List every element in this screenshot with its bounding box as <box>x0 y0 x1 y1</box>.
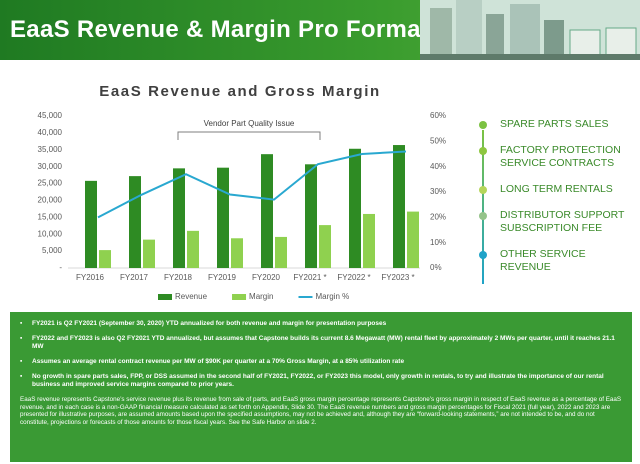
list-label: OTHER SERVICE REVENUE <box>500 248 586 273</box>
list-dot <box>479 147 487 155</box>
bar <box>143 239 155 268</box>
x-tick-label: FY2019 <box>208 273 237 282</box>
slide-title: EaaS Revenue & Margin Pro Forma <box>10 16 421 43</box>
bar <box>407 211 419 268</box>
line-series <box>97 150 407 219</box>
y-tick-label: 20,000 <box>38 196 63 205</box>
bar <box>261 154 273 268</box>
list-dot <box>479 121 487 129</box>
x-tick-label: FY2022 * <box>337 273 370 282</box>
y-tick-label: 5,000 <box>42 246 63 255</box>
list-label: LONG TERM RENTALS <box>500 183 613 195</box>
legend-label: Revenue <box>175 292 208 301</box>
y2-tick-label: 50% <box>430 136 446 145</box>
note-bullet: FY2021 is Q2 FY2021 (September 30, 2020)… <box>20 320 622 328</box>
notes-box: FY2021 is Q2 FY2021 (September 30, 2020)… <box>10 312 632 462</box>
x-tick-label: FY2016 <box>76 273 105 282</box>
legend-label: Margin % <box>315 292 349 301</box>
legend-label: Margin <box>249 292 273 301</box>
y2-tick-label: 40% <box>430 162 446 171</box>
y2-tick-label: 0% <box>430 263 442 272</box>
list-dot <box>479 251 487 259</box>
footnote: EaaS revenue represents Capstone’s servi… <box>20 396 622 426</box>
y-tick-label: 25,000 <box>38 179 63 188</box>
header-image <box>420 0 640 60</box>
bar <box>349 148 361 268</box>
note-bullet: No growth in spare parts sales, FPP, or … <box>20 373 622 389</box>
x-tick-label: FY2021 * <box>293 273 326 282</box>
bar <box>319 225 331 268</box>
x-tick-label: FY2023 * <box>381 273 414 282</box>
bar <box>393 145 405 268</box>
list-label: FACTORY PROTECTION SERVICE CONTRACTS <box>500 144 621 169</box>
list-item: FACTORY PROTECTION SERVICE CONTRACTS <box>478 144 628 170</box>
y-tick-label: 10,000 <box>38 229 63 238</box>
header-banner: EaaS Revenue & Margin Pro Forma <box>0 0 640 60</box>
chart: EaaS Revenue and Gross Margin - 5,000 10,0… <box>38 83 446 301</box>
annotation-text: Vendor Part Quality Issue <box>204 119 295 128</box>
y-tick-label: 40,000 <box>38 128 63 137</box>
x-tick-label: FY2017 <box>120 273 149 282</box>
annotation-bracket <box>177 131 321 140</box>
bar <box>99 250 111 268</box>
list-label: DISTRIBUTOR SUPPORT SUBSCRIPTION FEE <box>500 209 625 234</box>
y-tick-label: 35,000 <box>38 145 63 154</box>
list-connector <box>482 130 484 284</box>
list-item: OTHER SERVICE REVENUE <box>478 248 628 274</box>
y-tick-label: 45,000 <box>38 111 63 120</box>
list-item: DISTRIBUTOR SUPPORT SUBSCRIPTION FEE <box>478 209 628 235</box>
list-dot <box>479 186 487 194</box>
bar <box>129 176 141 268</box>
chart-title: EaaS Revenue and Gross Margin <box>99 83 380 100</box>
y2-tick-label: 10% <box>430 238 446 247</box>
y-tick-label: 15,000 <box>38 212 63 221</box>
legend-marker <box>158 294 172 300</box>
note-bullet: FY2022 and FY2023 is also Q2 FY2021 YTD … <box>20 335 622 351</box>
y2-tick-label: 60% <box>430 111 446 120</box>
bar <box>85 180 97 268</box>
revenue-source-list: SPARE PARTS SALES FACTORY PROTECTION SERV… <box>478 118 638 284</box>
x-tick-label: FY2020 <box>252 273 281 282</box>
bar <box>173 168 185 268</box>
y-tick-label: 30,000 <box>38 162 63 171</box>
list-item: SPARE PARTS SALES <box>478 118 628 131</box>
y-tick-label: - <box>59 263 62 272</box>
bar <box>305 164 317 268</box>
bar <box>231 238 243 268</box>
bar <box>187 230 199 268</box>
legend-marker <box>232 294 247 300</box>
bar <box>275 236 287 268</box>
y2-tick-label: 30% <box>430 187 446 196</box>
list-item: LONG TERM RENTALS <box>478 183 628 196</box>
list-dot <box>479 212 487 220</box>
note-bullet: Assumes an average rental contract reven… <box>20 358 622 366</box>
y2-tick-label: 20% <box>430 212 446 221</box>
x-tick-label: FY2018 <box>164 273 193 282</box>
bar <box>217 167 229 268</box>
list-label: SPARE PARTS SALES <box>500 118 609 130</box>
bar <box>363 213 375 268</box>
